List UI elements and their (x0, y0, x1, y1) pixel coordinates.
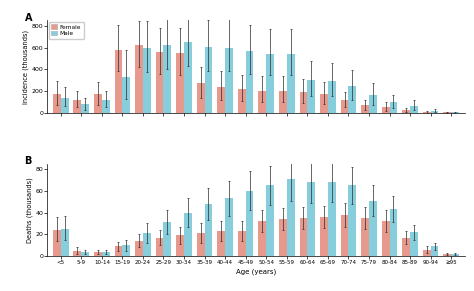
Bar (287, 179, 294, 256)
Bar (143, 233, 151, 256)
Bar (341, 215, 348, 256)
Y-axis label: Deaths (thousands): Deaths (thousands) (26, 177, 33, 243)
Bar (82, 104, 89, 113)
Legend: Female, Male: Female, Male (48, 22, 84, 39)
Bar (238, 231, 246, 256)
Bar (423, 250, 430, 256)
Bar (225, 47, 233, 113)
Bar (266, 54, 274, 113)
Bar (451, 254, 459, 256)
Bar (258, 221, 266, 256)
Bar (197, 84, 205, 113)
Bar (176, 235, 184, 256)
Bar (361, 105, 369, 113)
Bar (390, 209, 397, 256)
Bar (258, 91, 266, 113)
Bar (155, 237, 164, 256)
Bar (382, 107, 390, 113)
Bar (369, 95, 377, 113)
Bar (61, 97, 69, 113)
Bar (102, 100, 109, 113)
Bar (348, 185, 356, 256)
Bar (225, 198, 233, 256)
Bar (307, 182, 315, 256)
Bar (307, 80, 315, 113)
Bar (246, 191, 254, 256)
Bar (164, 45, 171, 113)
Bar (135, 45, 143, 113)
Bar (402, 110, 410, 113)
Bar (184, 213, 192, 256)
Bar (205, 47, 212, 113)
Bar (328, 81, 336, 113)
Bar (320, 217, 328, 256)
Bar (135, 241, 143, 256)
Bar (94, 252, 102, 256)
Bar (218, 87, 225, 113)
Bar (53, 230, 61, 256)
Bar (369, 200, 377, 256)
Bar (423, 112, 430, 113)
Bar (122, 245, 130, 256)
X-axis label: Age (years): Age (years) (236, 268, 276, 274)
Bar (279, 219, 287, 256)
Bar (300, 92, 307, 113)
Bar (238, 89, 246, 113)
Bar (361, 218, 369, 256)
Bar (102, 252, 109, 256)
Bar (176, 53, 184, 113)
Bar (205, 204, 212, 256)
Bar (143, 48, 151, 113)
Bar (382, 221, 390, 256)
Bar (451, 112, 459, 113)
Bar (279, 91, 287, 113)
Bar (390, 102, 397, 113)
Bar (443, 254, 451, 256)
Bar (443, 112, 451, 113)
Text: A: A (25, 13, 32, 23)
Bar (94, 94, 102, 113)
Y-axis label: Incidence (thousands): Incidence (thousands) (22, 29, 29, 104)
Bar (328, 182, 336, 256)
Bar (184, 42, 192, 113)
Bar (53, 94, 61, 113)
Bar (410, 232, 418, 256)
Bar (320, 94, 328, 113)
Bar (348, 86, 356, 113)
Bar (122, 77, 130, 113)
Bar (402, 237, 410, 256)
Bar (73, 100, 82, 113)
Bar (61, 229, 69, 256)
Bar (115, 246, 122, 256)
Bar (82, 252, 89, 256)
Text: B: B (25, 156, 32, 166)
Bar (218, 231, 225, 256)
Bar (430, 246, 438, 256)
Bar (164, 222, 171, 256)
Bar (155, 52, 164, 113)
Bar (115, 50, 122, 113)
Bar (300, 218, 307, 256)
Bar (287, 54, 294, 113)
Bar (410, 106, 418, 113)
Bar (341, 100, 348, 113)
Bar (266, 185, 274, 256)
Bar (430, 111, 438, 113)
Bar (197, 233, 205, 256)
Bar (73, 251, 82, 256)
Bar (246, 51, 254, 113)
